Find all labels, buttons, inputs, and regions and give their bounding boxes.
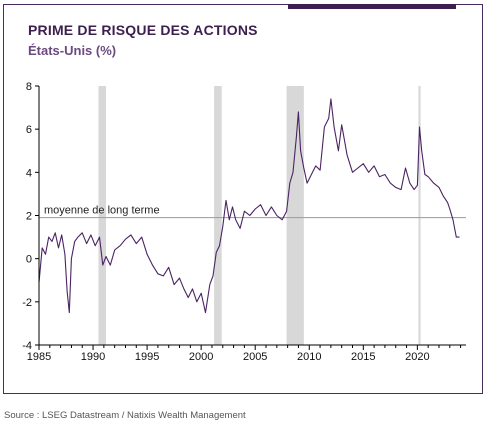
x-tick-label: 2020 bbox=[405, 351, 429, 363]
x-tick-label: 1990 bbox=[81, 351, 105, 363]
x-tick-label: 2015 bbox=[351, 351, 375, 363]
x-tick-label: 2000 bbox=[189, 351, 213, 363]
y-tick-label: 6 bbox=[26, 124, 32, 136]
accent-bar bbox=[288, 4, 456, 9]
axes: -4 -2 0 2 4 6 8 1985 1990 1995 2000 2005 2010 2015 202… bbox=[22, 81, 466, 363]
recession-band bbox=[98, 86, 107, 345]
y-tick-label: 4 bbox=[26, 167, 32, 179]
line-chart: moyenne de long terme -4 -2 0 2 4 6 8 1985 1990 1… bbox=[22, 81, 466, 363]
recession-bands bbox=[98, 86, 421, 345]
y-tick-label: 0 bbox=[26, 254, 32, 266]
chart-card bbox=[3, 4, 483, 394]
recession-band bbox=[214, 86, 222, 345]
long-term-average-label: moyenne de long terme bbox=[44, 205, 160, 217]
recession-band bbox=[286, 86, 304, 345]
recession-band bbox=[418, 86, 421, 345]
x-tick-label: 1995 bbox=[135, 351, 159, 363]
equity-risk-premium-line bbox=[38, 98, 460, 314]
y-tick-label: 8 bbox=[26, 81, 32, 93]
y-tick-label: 2 bbox=[26, 211, 32, 223]
y-tick-label: -2 bbox=[22, 297, 32, 309]
x-tick-label: 2005 bbox=[243, 351, 267, 363]
chart-title: PRIME DE RISQUE DES ACTIONS bbox=[28, 22, 258, 38]
x-tick-label: 2010 bbox=[297, 351, 321, 363]
x-tick-label: 1985 bbox=[27, 351, 51, 363]
y-tick-label: -4 bbox=[22, 340, 32, 352]
chart-subtitle: États-Unis (%) bbox=[28, 43, 117, 58]
source-note: Source : LSEG Datastream / Natixis Wealt… bbox=[4, 410, 246, 421]
